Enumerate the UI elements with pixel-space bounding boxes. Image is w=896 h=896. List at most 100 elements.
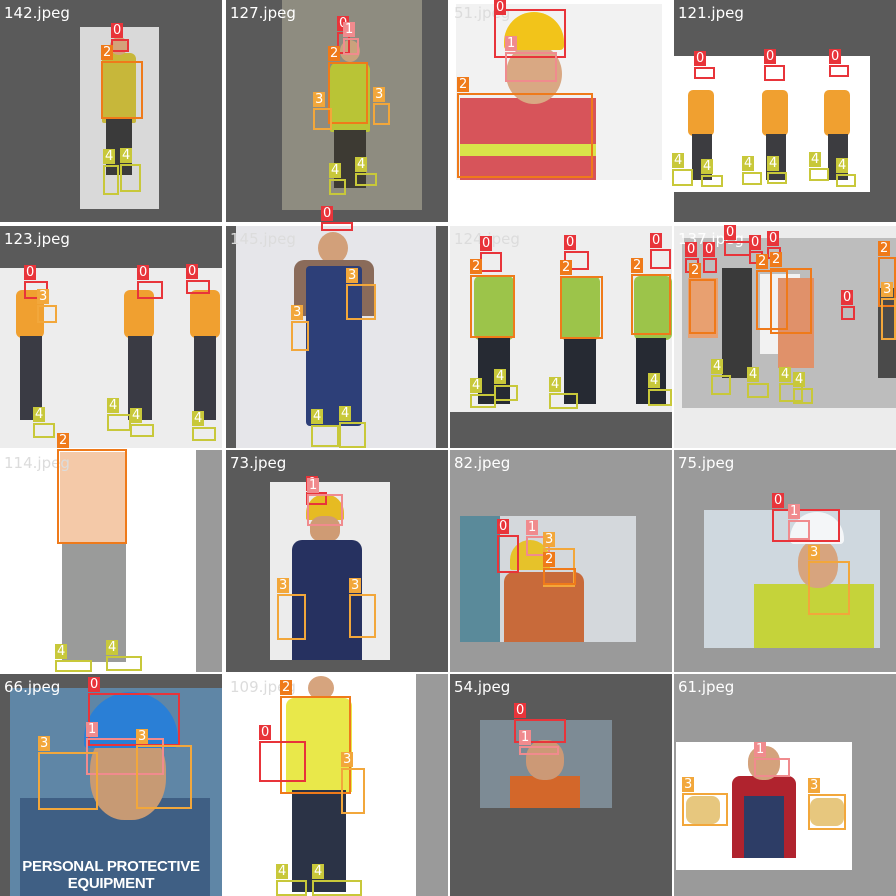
worker-vest bbox=[286, 698, 352, 792]
file-name-label: 54.jpeg bbox=[454, 678, 511, 696]
grid-tile-82[interactable]: 82.jpeg bbox=[450, 450, 672, 672]
worker-legs bbox=[20, 336, 42, 420]
worker-figure bbox=[778, 278, 814, 368]
worker-vest bbox=[60, 452, 126, 544]
file-name-label: 121.jpeg bbox=[678, 4, 744, 22]
worker-legs bbox=[106, 119, 132, 175]
worker-photo bbox=[270, 482, 390, 660]
worker-legs bbox=[292, 790, 346, 892]
site-photo bbox=[682, 238, 896, 408]
file-name-label: 114.jpeg bbox=[4, 454, 70, 472]
worker-figure bbox=[762, 90, 788, 136]
worker-figure bbox=[102, 53, 136, 123]
glove-left bbox=[686, 796, 720, 824]
hard-hat bbox=[790, 512, 844, 544]
file-name-label: 66.jpeg bbox=[4, 678, 61, 696]
worker-legs bbox=[194, 336, 216, 420]
workers-photo bbox=[0, 268, 222, 448]
workers-photo bbox=[674, 56, 870, 192]
grid-tile-142[interactable]: 142.jpeg bbox=[0, 0, 222, 222]
file-name-label: 75.jpeg bbox=[678, 454, 735, 472]
grid-tile-145[interactable]: 145.jpeg bbox=[226, 226, 448, 448]
worker-photo bbox=[236, 226, 436, 448]
worker-photo bbox=[80, 27, 159, 209]
hard-hat bbox=[504, 12, 564, 50]
file-name-label: 73.jpeg bbox=[230, 454, 287, 472]
worker-figure bbox=[560, 276, 600, 340]
worker-figure bbox=[878, 288, 896, 378]
grid-tile-121[interactable]: 121.jpeg bbox=[674, 0, 896, 222]
worker-photo bbox=[460, 516, 636, 642]
worker-figure bbox=[16, 290, 44, 338]
file-name-label: 82.jpeg bbox=[454, 454, 511, 472]
worker-legs bbox=[692, 134, 712, 180]
worker-figure bbox=[190, 290, 220, 338]
worker-figure bbox=[330, 62, 370, 132]
workers-photo bbox=[450, 226, 672, 412]
file-name-label: 142.jpeg bbox=[4, 4, 70, 22]
worker-legs bbox=[564, 338, 596, 404]
worker-head bbox=[526, 740, 564, 780]
worker-head bbox=[310, 516, 340, 542]
grid-tile-51[interactable]: 51.jpeg bbox=[450, 0, 672, 222]
worker-head bbox=[110, 37, 128, 55]
grid-tile-66[interactable]: PERSONAL PROTECTIVE EQUIPMENT 66.jpeg bbox=[0, 674, 222, 896]
worker-vest bbox=[510, 776, 580, 808]
worker-figure bbox=[504, 572, 584, 642]
worker-legs bbox=[62, 542, 126, 662]
worker-figure bbox=[688, 90, 714, 136]
worker-coverall bbox=[292, 540, 362, 660]
grid-tile-123[interactable]: 123.jpeg bbox=[0, 226, 222, 448]
worker-overalls bbox=[744, 796, 784, 858]
worker-legs bbox=[636, 338, 666, 404]
worker-photo bbox=[704, 510, 880, 648]
hard-hat bbox=[510, 540, 550, 570]
worker-figure bbox=[824, 90, 850, 136]
file-name-label: 127.jpeg bbox=[230, 4, 296, 22]
worker-legs bbox=[128, 336, 152, 420]
file-name-label: 51.jpeg bbox=[454, 4, 511, 22]
worker-head bbox=[308, 676, 334, 700]
worker-head bbox=[340, 40, 360, 62]
grid-tile-127[interactable]: 127.jpeg bbox=[226, 0, 448, 222]
worker-figure bbox=[124, 290, 154, 338]
grid-tile-61[interactable]: 61.jpeg bbox=[674, 674, 896, 896]
worker-legs bbox=[766, 134, 786, 180]
worker-vest bbox=[754, 584, 874, 648]
worker-head bbox=[318, 232, 348, 264]
worker-figure bbox=[474, 276, 514, 340]
worker-photo bbox=[676, 742, 852, 870]
worker-legs bbox=[828, 134, 848, 180]
worker-overalls bbox=[306, 266, 362, 426]
worker-figure bbox=[634, 276, 672, 340]
grid-tile-137[interactable]: 137.jpeg bbox=[674, 226, 896, 448]
worker-vest-stripe bbox=[460, 144, 596, 156]
worker-legs bbox=[334, 130, 366, 188]
file-name-label: 109.jpeg bbox=[230, 678, 296, 696]
hard-hat bbox=[84, 692, 178, 748]
worker-photo bbox=[456, 4, 662, 180]
file-name-label: 124.jpeg bbox=[454, 230, 520, 248]
grid-tile-109[interactable]: 109.jpeg bbox=[226, 674, 448, 896]
grid-tile-114[interactable]: 114.jpeg bbox=[0, 450, 222, 672]
grid-tile-54[interactable]: 54.jpeg bbox=[450, 674, 672, 896]
worker-head bbox=[506, 44, 562, 104]
grid-tile-75[interactable]: 75.jpeg bbox=[674, 450, 896, 672]
worker-figure bbox=[722, 268, 752, 378]
grid-tile-73[interactable]: 73.jpeg bbox=[226, 450, 448, 672]
worker-vest bbox=[460, 98, 596, 180]
file-name-label: 145.jpeg bbox=[230, 230, 296, 248]
worker-photo bbox=[226, 674, 416, 896]
worker-figure bbox=[688, 278, 718, 338]
worker-head bbox=[748, 746, 780, 780]
file-name-label: 123.jpeg bbox=[4, 230, 70, 248]
worker-legs bbox=[478, 338, 510, 404]
grid-tile-124[interactable]: 124.jpeg bbox=[450, 226, 672, 448]
file-name-label: 137.jpeg bbox=[678, 230, 744, 248]
poster-caption: PERSONAL PROTECTIVE EQUIPMENT bbox=[22, 858, 200, 892]
worker-photo bbox=[0, 450, 196, 672]
poster-photo bbox=[282, 0, 422, 210]
scaffold bbox=[460, 516, 500, 642]
file-name-label: 61.jpeg bbox=[678, 678, 735, 696]
worker-photo bbox=[480, 720, 612, 808]
